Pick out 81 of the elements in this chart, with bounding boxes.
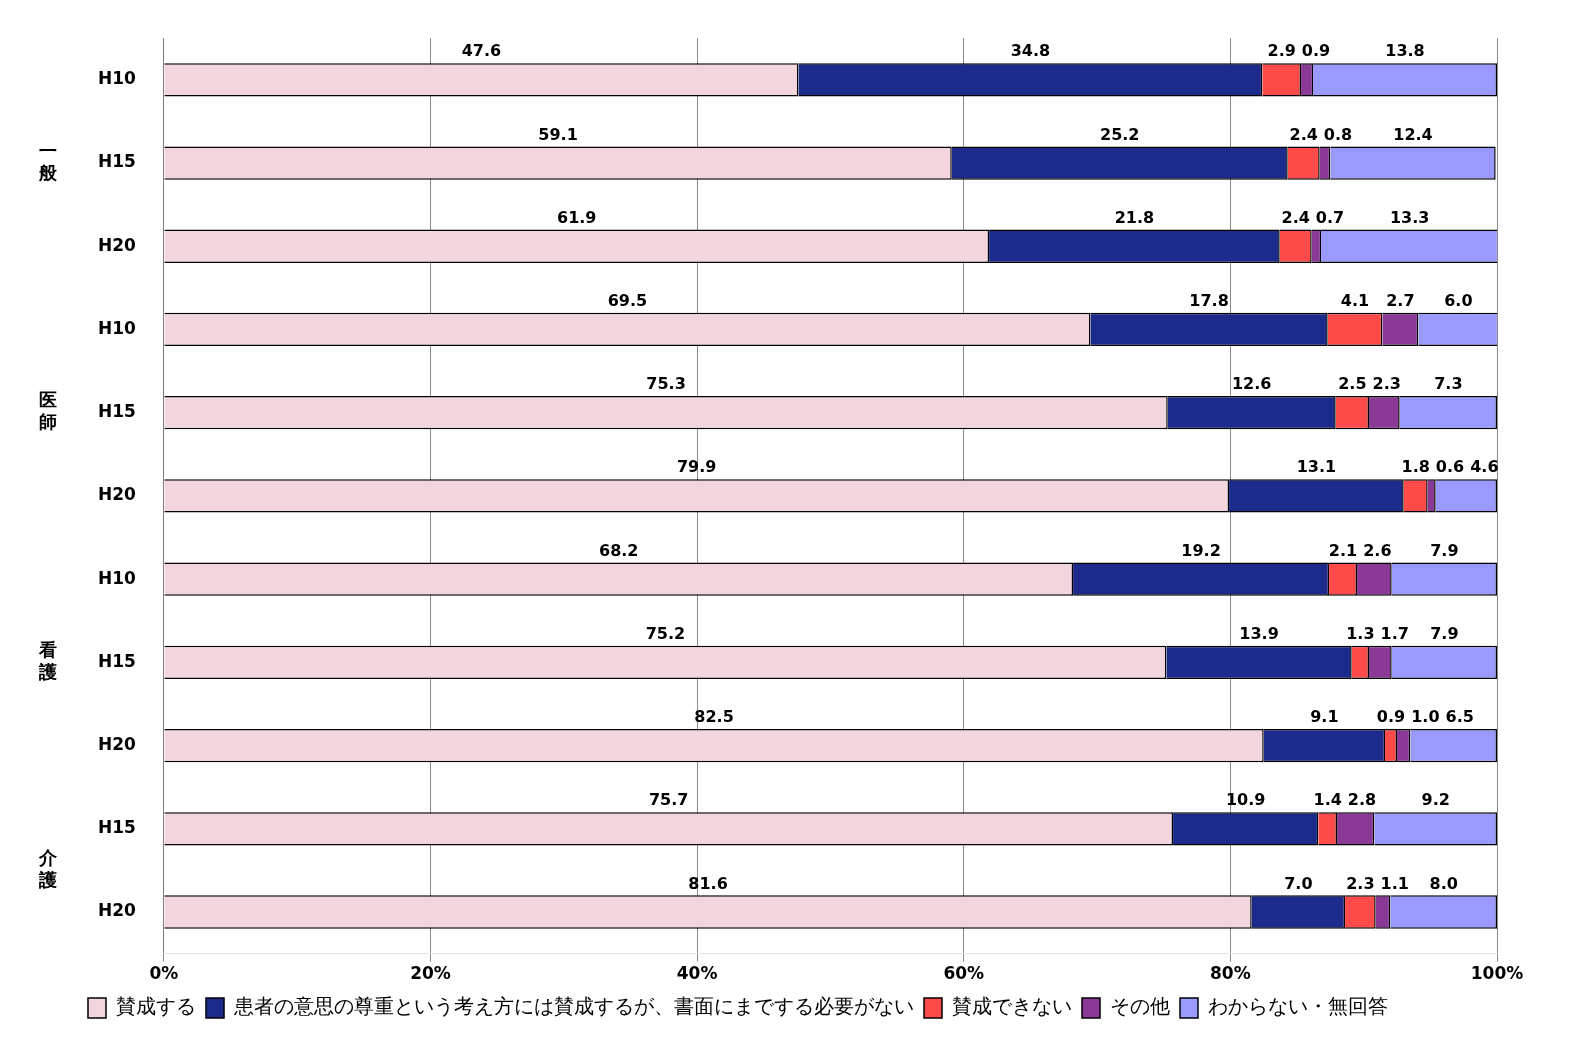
- data-label: 13.9: [1239, 623, 1279, 643]
- legend-label: 賛成できない: [952, 994, 1072, 1019]
- data-label: 82.5: [694, 707, 734, 727]
- data-label: 59.1: [538, 124, 578, 144]
- data-label: 0.6: [1435, 457, 1465, 477]
- text: 介護: [38, 847, 58, 891]
- x-tick-label: 0%: [149, 963, 179, 984]
- data-label: 9.2: [1421, 790, 1450, 810]
- data-label: 2.4: [1281, 207, 1310, 227]
- data-label: 2.1: [1328, 540, 1358, 560]
- x-tick-label: 20%: [410, 963, 451, 984]
- data-label: 2.9: [1267, 41, 1296, 61]
- data-label: 0.7: [1315, 207, 1345, 227]
- data-label: 19.2: [1181, 540, 1221, 560]
- text: 一般: [38, 139, 58, 183]
- data-label: 1.1: [1380, 873, 1409, 893]
- data-label: 7.9: [1430, 540, 1459, 560]
- data-label: 6.0: [1444, 290, 1473, 310]
- legend-label: わからない・無回答: [1208, 994, 1388, 1019]
- data-label: 47.6: [461, 41, 502, 61]
- data-label: 2.7: [1386, 290, 1415, 310]
- data-label: 2.3: [1372, 374, 1401, 394]
- y-tick-label: H15: [97, 151, 136, 172]
- x-tick-label: 60%: [943, 963, 985, 984]
- data-label: 13.3: [1389, 207, 1430, 227]
- data-label: 34.8: [1010, 41, 1051, 61]
- data-label: 1.4: [1313, 790, 1342, 810]
- y-tick-label: H20: [97, 484, 137, 505]
- legend-label: 患者の意思の尊重という考え方には賛成するが、書面にまでする必要がない: [233, 994, 914, 1019]
- data-label: 79.9: [676, 457, 717, 477]
- data-label: 75.3: [646, 374, 686, 394]
- data-label: 2.8: [1347, 790, 1377, 810]
- data-label: 0.9: [1301, 41, 1331, 61]
- y-tick-label: H10: [97, 317, 137, 338]
- data-label: 1.0: [1411, 707, 1440, 727]
- data-label: 12.4: [1393, 124, 1433, 144]
- data-label: 69.5: [607, 290, 648, 310]
- data-label: 7.9: [1430, 623, 1459, 643]
- data-label: 1.7: [1380, 623, 1409, 643]
- x-tick-label: 40%: [676, 963, 718, 984]
- text: 看護: [38, 639, 57, 683]
- data-label: 7.3: [1434, 374, 1463, 394]
- data-label: 13.1: [1296, 457, 1337, 477]
- data-label: 68.2: [598, 540, 639, 560]
- data-label: 2.3: [1346, 873, 1375, 893]
- data-label: 25.2: [1099, 124, 1140, 144]
- data-label: 1.8: [1401, 457, 1430, 477]
- y-tick-label: H15: [97, 817, 136, 838]
- data-label: 61.9: [556, 207, 597, 227]
- data-label: 2.5: [1338, 374, 1367, 394]
- data-label: 75.7: [648, 790, 689, 810]
- data-label: 10.9: [1225, 790, 1266, 810]
- text: 医師: [39, 389, 57, 433]
- y-tick-label: H20: [97, 733, 137, 754]
- y-tick-label: H20: [97, 900, 137, 921]
- data-label: 8.0: [1429, 873, 1458, 893]
- y-tick-label: H15: [97, 401, 136, 422]
- x-tick-label: 80%: [1210, 963, 1251, 984]
- x-tick-label: 100%: [1470, 963, 1524, 984]
- data-label: 9.1: [1310, 707, 1339, 727]
- data-label: 1.3: [1346, 623, 1375, 643]
- data-label: 17.8: [1189, 290, 1229, 310]
- data-label: 2.6: [1363, 540, 1392, 560]
- data-label: 4.1: [1340, 290, 1370, 310]
- data-label: 2.4: [1289, 124, 1318, 144]
- legend-label: その他: [1110, 994, 1170, 1019]
- data-label: 7.0: [1284, 873, 1313, 893]
- y-tick-label: H15: [97, 650, 136, 671]
- data-label: 4.6: [1470, 457, 1499, 477]
- y-tick-label: H10: [97, 68, 137, 89]
- data-label: 13.8: [1385, 41, 1425, 61]
- data-label: 75.2: [645, 623, 686, 643]
- data-label: 21.8: [1114, 207, 1155, 227]
- data-label: 6.5: [1445, 707, 1474, 727]
- legend-label: 賛成する: [116, 994, 196, 1019]
- data-label: 0.8: [1323, 124, 1353, 144]
- data-label: 12.6: [1231, 374, 1272, 394]
- y-tick-label: H20: [97, 234, 137, 255]
- data-label: 81.6: [688, 873, 728, 893]
- data-label: 0.9: [1376, 707, 1406, 727]
- y-tick-label: H10: [97, 567, 137, 588]
